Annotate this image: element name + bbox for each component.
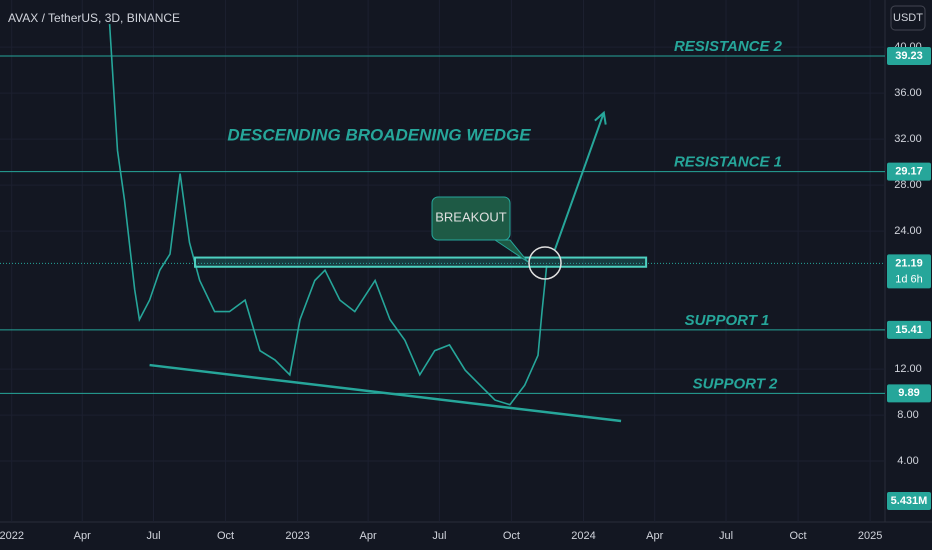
x-tick-label: Jul — [146, 530, 160, 542]
x-tick-label: Jul — [719, 530, 733, 542]
level-name: SUPPORT 1 — [685, 312, 770, 329]
price-tag — [887, 254, 931, 289]
x-tick-label: Oct — [790, 530, 807, 542]
trendline — [149, 363, 622, 423]
breakout-box — [431, 196, 511, 241]
x-tick-label: Jul — [432, 530, 446, 542]
price-tag — [887, 162, 931, 181]
breakout-label: BREAKOUT — [435, 209, 507, 224]
plot — [0, 24, 885, 423]
y-tick-label: 4.00 — [897, 455, 918, 467]
chart-title: AVAX / TetherUS, 3D, BINANCE — [8, 11, 180, 25]
grid — [0, 0, 885, 522]
y-tick-label: 28.00 — [894, 179, 922, 191]
resistance-zone — [194, 256, 648, 268]
x-tick-label: Apr — [360, 530, 377, 542]
x-tick-label: 2025 — [858, 530, 882, 542]
currency[interactable]: USDT — [893, 12, 923, 24]
x-tick-label: Oct — [217, 530, 234, 542]
breakout-arrow — [553, 110, 607, 251]
price-tag-label: 21.19 — [895, 257, 923, 269]
price-tag — [887, 46, 931, 65]
breakout-pointer — [493, 239, 529, 263]
countdown: 1d 6h — [895, 273, 923, 285]
level-name: RESISTANCE 2 — [674, 38, 783, 55]
x-tick-label: Apr — [646, 530, 663, 542]
price-tag — [887, 320, 931, 339]
price-tag-label: 15.41 — [895, 324, 923, 336]
y-tick-label: 8.00 — [897, 409, 918, 421]
y-tick-label: 12.00 — [894, 363, 922, 375]
price-tag-label: 29.17 — [895, 166, 923, 178]
volume-label: 5.431M — [891, 495, 928, 507]
price-line — [108, 24, 548, 406]
x-tick-label: 2022 — [0, 530, 24, 542]
x-tick-label: 2023 — [285, 530, 309, 542]
price-tag-label: 9.89 — [898, 387, 919, 399]
y-tick-label: 36.00 — [894, 87, 922, 99]
y-tick-label: 32.00 — [894, 133, 922, 145]
volume-tag — [887, 492, 931, 510]
price-tag — [887, 384, 931, 403]
currency-button[interactable] — [890, 5, 926, 31]
x-tick-label: Oct — [503, 530, 520, 542]
pattern-label: DESCENDING BROADENING WEDGE — [227, 125, 531, 144]
level-name: RESISTANCE 1 — [674, 154, 782, 171]
x-tick-label: Apr — [74, 530, 91, 542]
breakout-circle — [528, 246, 562, 280]
y-tick-label: 24.00 — [894, 225, 922, 237]
level-name: SUPPORT 2 — [693, 375, 778, 392]
price-tag-label: 39.23 — [895, 50, 923, 62]
x-tick-label: 2024 — [571, 530, 595, 542]
